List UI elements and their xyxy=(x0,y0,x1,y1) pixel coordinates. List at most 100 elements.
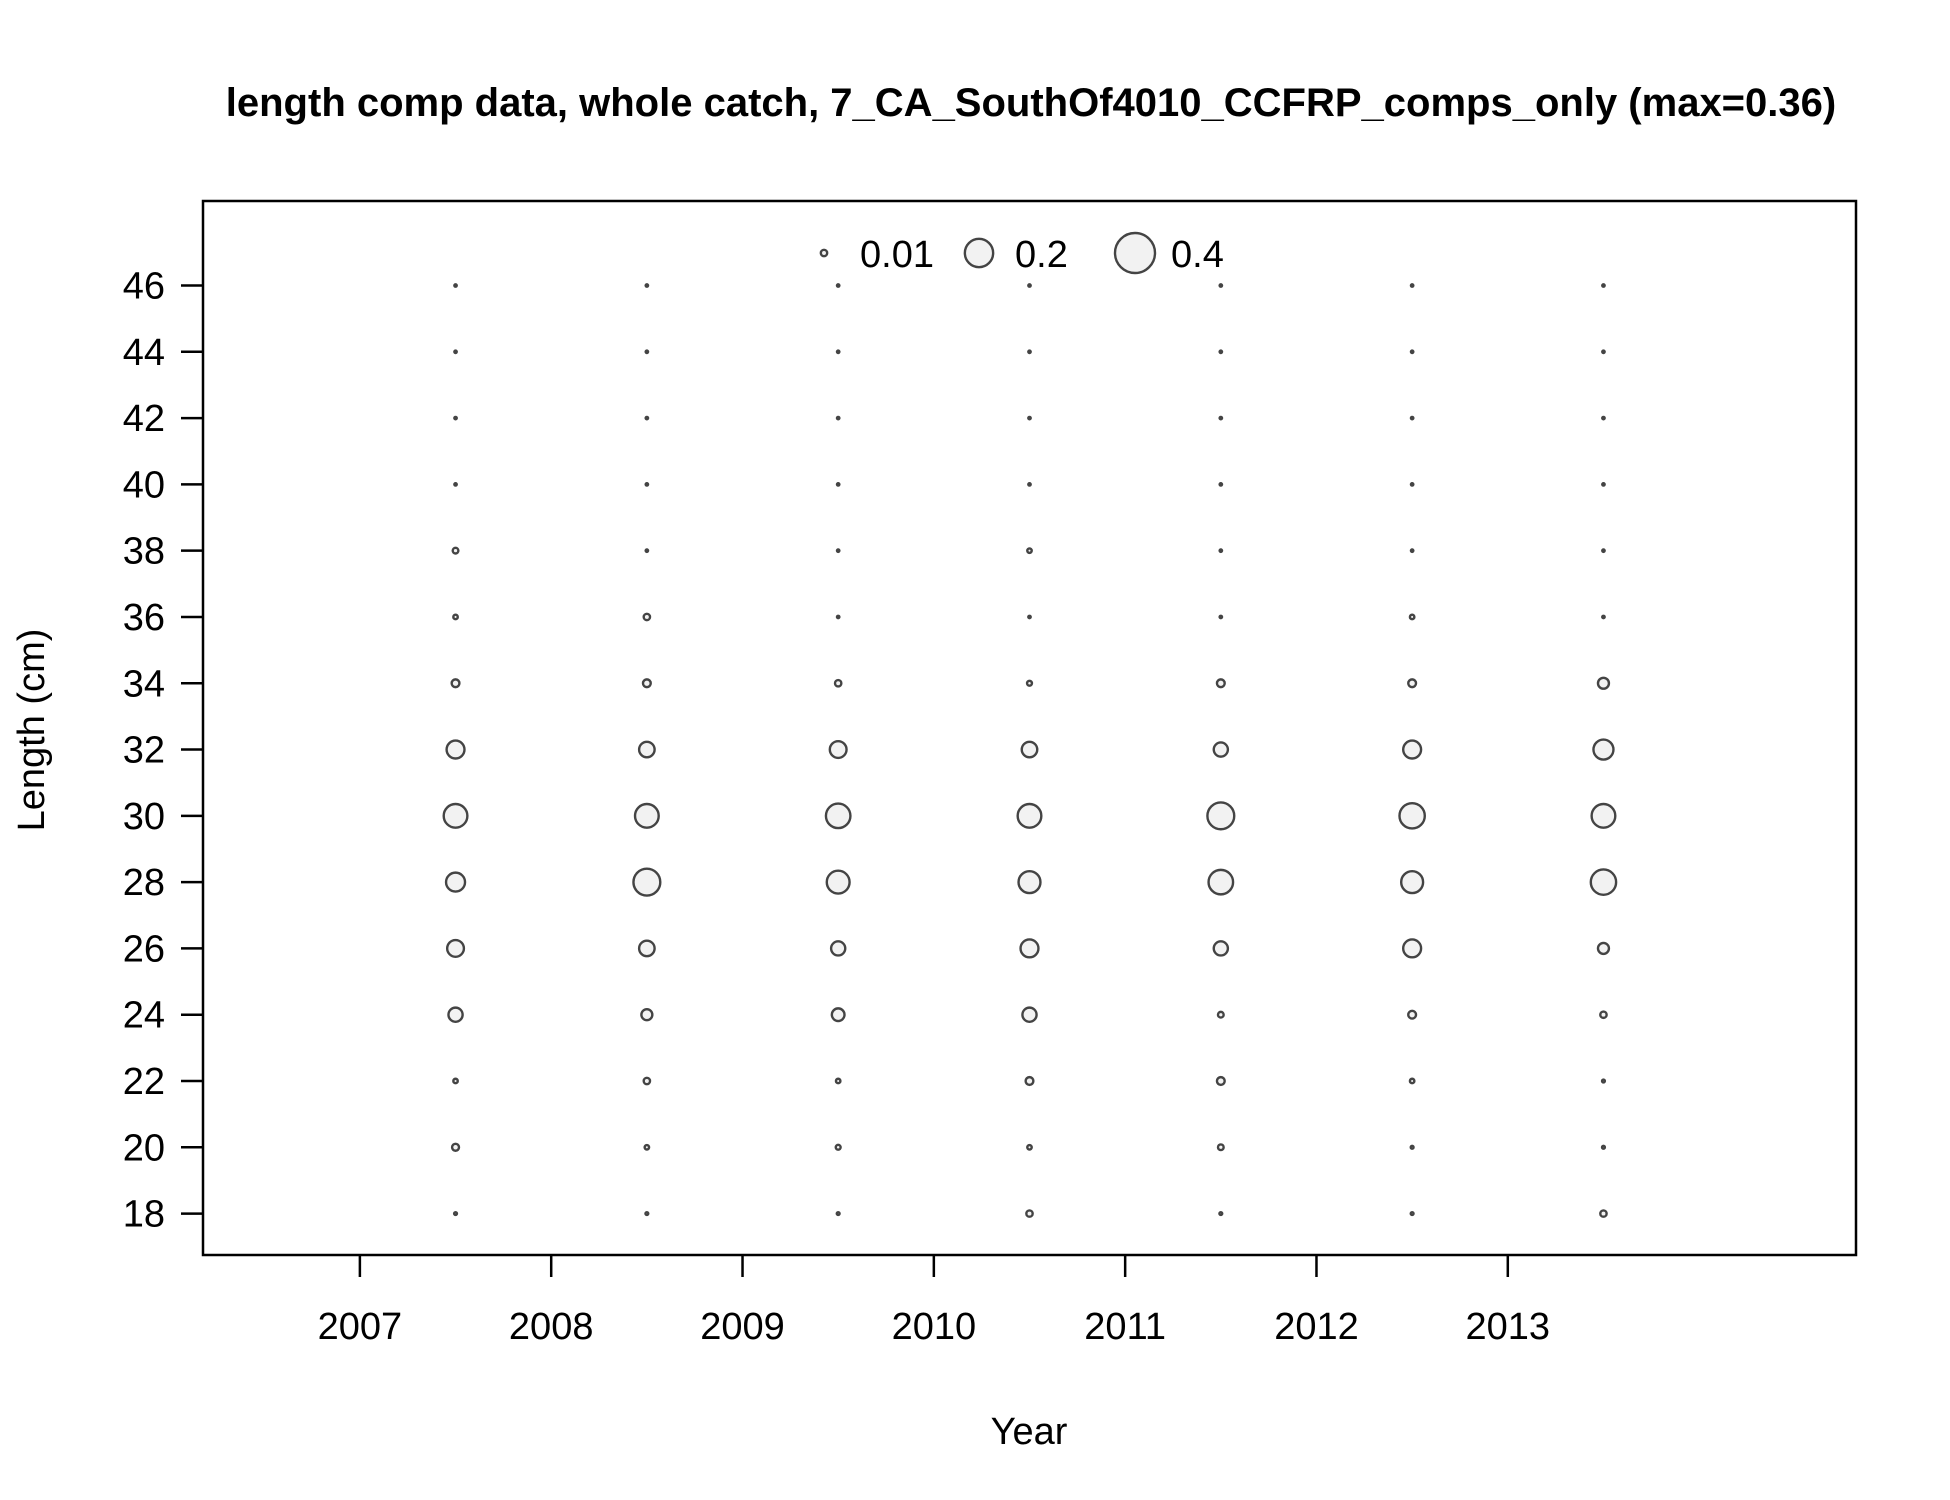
bubble-point xyxy=(824,802,852,830)
bubble-point xyxy=(1016,802,1043,829)
bubble-point xyxy=(1401,739,1423,760)
bubble-point xyxy=(1206,801,1236,831)
bubble-point xyxy=(1408,1077,1416,1085)
bubble-point xyxy=(1017,869,1042,895)
bubble-point xyxy=(445,938,466,958)
bubble-point xyxy=(835,415,841,421)
bubble-point xyxy=(1409,1210,1415,1217)
y-axis-label: Length (cm) xyxy=(11,629,53,832)
bubble-point xyxy=(1398,801,1426,830)
x-axis-label: Year xyxy=(991,1411,1068,1453)
bubble-point xyxy=(834,1077,842,1085)
bubble-point xyxy=(1599,1209,1608,1218)
bubble-point xyxy=(644,283,650,288)
bubble-point xyxy=(1218,614,1224,620)
bubble-point xyxy=(643,1143,651,1151)
y-tick-label: 42 xyxy=(123,398,165,440)
bubble-point xyxy=(641,678,652,689)
bubble-point xyxy=(453,283,458,288)
bubble-point xyxy=(453,481,458,487)
bubble-point xyxy=(1218,548,1224,554)
legend-bubble xyxy=(1113,231,1157,275)
x-tick-label: 2013 xyxy=(1466,1306,1551,1348)
bubble-point xyxy=(834,1143,842,1151)
bubble-point xyxy=(1409,1144,1415,1150)
bubble-point xyxy=(835,1210,841,1217)
bubble-point xyxy=(1407,678,1418,689)
bubble-point xyxy=(1212,940,1230,957)
bubble-point xyxy=(1019,938,1040,959)
bubble-point xyxy=(1408,613,1416,621)
bubble-point xyxy=(452,613,459,621)
bubble-point xyxy=(1027,349,1032,355)
bubble-point xyxy=(1409,481,1415,487)
bubble-point xyxy=(450,678,461,689)
plot-frame xyxy=(201,199,1858,1257)
y-tick-label: 34 xyxy=(123,663,165,705)
bubble-point xyxy=(442,802,469,829)
x-tick-label: 2009 xyxy=(700,1306,785,1348)
bubble-point xyxy=(451,546,460,555)
bubble-point xyxy=(444,871,467,893)
bubble-point xyxy=(642,612,652,622)
bubble-point xyxy=(642,1076,652,1086)
bubble-point xyxy=(1407,1009,1418,1020)
bubble-point xyxy=(1215,678,1226,689)
y-axis: 18 20 22 24 26 28 30 32 34 36 38 40 42 44 46 xyxy=(123,266,203,1236)
legend-label: 0.01 xyxy=(860,234,934,276)
legend-label: 0.2 xyxy=(1015,234,1068,276)
y-tick-label: 36 xyxy=(123,597,165,639)
bubble-point xyxy=(1025,679,1034,687)
bubble-point xyxy=(1600,1078,1607,1084)
bubble-point xyxy=(644,481,650,487)
x-axis: 2007 2008 2009 2010 2011 2012 2013 xyxy=(318,1255,1550,1348)
y-tick-label: 32 xyxy=(123,730,165,772)
bubble-point xyxy=(1025,1209,1034,1218)
bubble-point xyxy=(835,349,841,355)
y-tick-label: 18 xyxy=(123,1194,165,1236)
bubble-point xyxy=(1027,415,1032,421)
bubble-point xyxy=(1216,1010,1225,1019)
bubble-point xyxy=(1027,283,1032,288)
y-tick-label: 30 xyxy=(123,796,165,838)
bubble-point xyxy=(829,940,847,957)
bubble-point xyxy=(452,1210,459,1217)
bubble-point xyxy=(835,481,841,487)
bubble-point xyxy=(1589,868,1618,896)
bubble-point xyxy=(644,415,650,421)
bubble-point xyxy=(1026,547,1033,555)
bubble-point xyxy=(835,548,841,554)
bubble-point xyxy=(1592,738,1615,761)
bubble-point xyxy=(1215,1075,1226,1087)
bubble-point xyxy=(1590,802,1617,829)
legend-label: 0.4 xyxy=(1171,234,1224,276)
bubble-point xyxy=(1218,283,1224,288)
bubble-point xyxy=(1020,740,1039,759)
y-tick-label: 44 xyxy=(123,332,165,374)
y-tick-label: 22 xyxy=(123,1061,165,1103)
bubble-point xyxy=(1027,481,1032,487)
bubble-point xyxy=(644,1210,650,1217)
legend: 0.01 0.2 0.4 xyxy=(819,231,1224,276)
bubble-point xyxy=(1218,1210,1224,1217)
bubble-point xyxy=(1399,869,1425,895)
bubble-point xyxy=(1409,283,1415,288)
bubble-point xyxy=(637,740,656,759)
bubble-point xyxy=(1601,349,1606,355)
bubble-point xyxy=(835,614,841,620)
x-tick-label: 2007 xyxy=(318,1306,403,1348)
y-tick-label: 24 xyxy=(123,995,165,1037)
bubble-point xyxy=(447,1006,464,1023)
bubble-point xyxy=(1409,415,1415,421)
bubble-point xyxy=(1601,548,1606,554)
bubble-point xyxy=(1021,1006,1038,1023)
chart-title: length comp data, whole catch, 7_CA_Sout… xyxy=(226,81,1836,125)
bubble-point xyxy=(637,939,656,958)
bubble-point xyxy=(1596,676,1611,690)
bubble-point xyxy=(632,867,662,897)
bubble-point xyxy=(1212,741,1230,758)
bubble-point xyxy=(640,1008,654,1022)
bubble-point xyxy=(1218,415,1224,421)
y-tick-label: 38 xyxy=(123,531,165,573)
bubble-point xyxy=(830,1007,846,1023)
